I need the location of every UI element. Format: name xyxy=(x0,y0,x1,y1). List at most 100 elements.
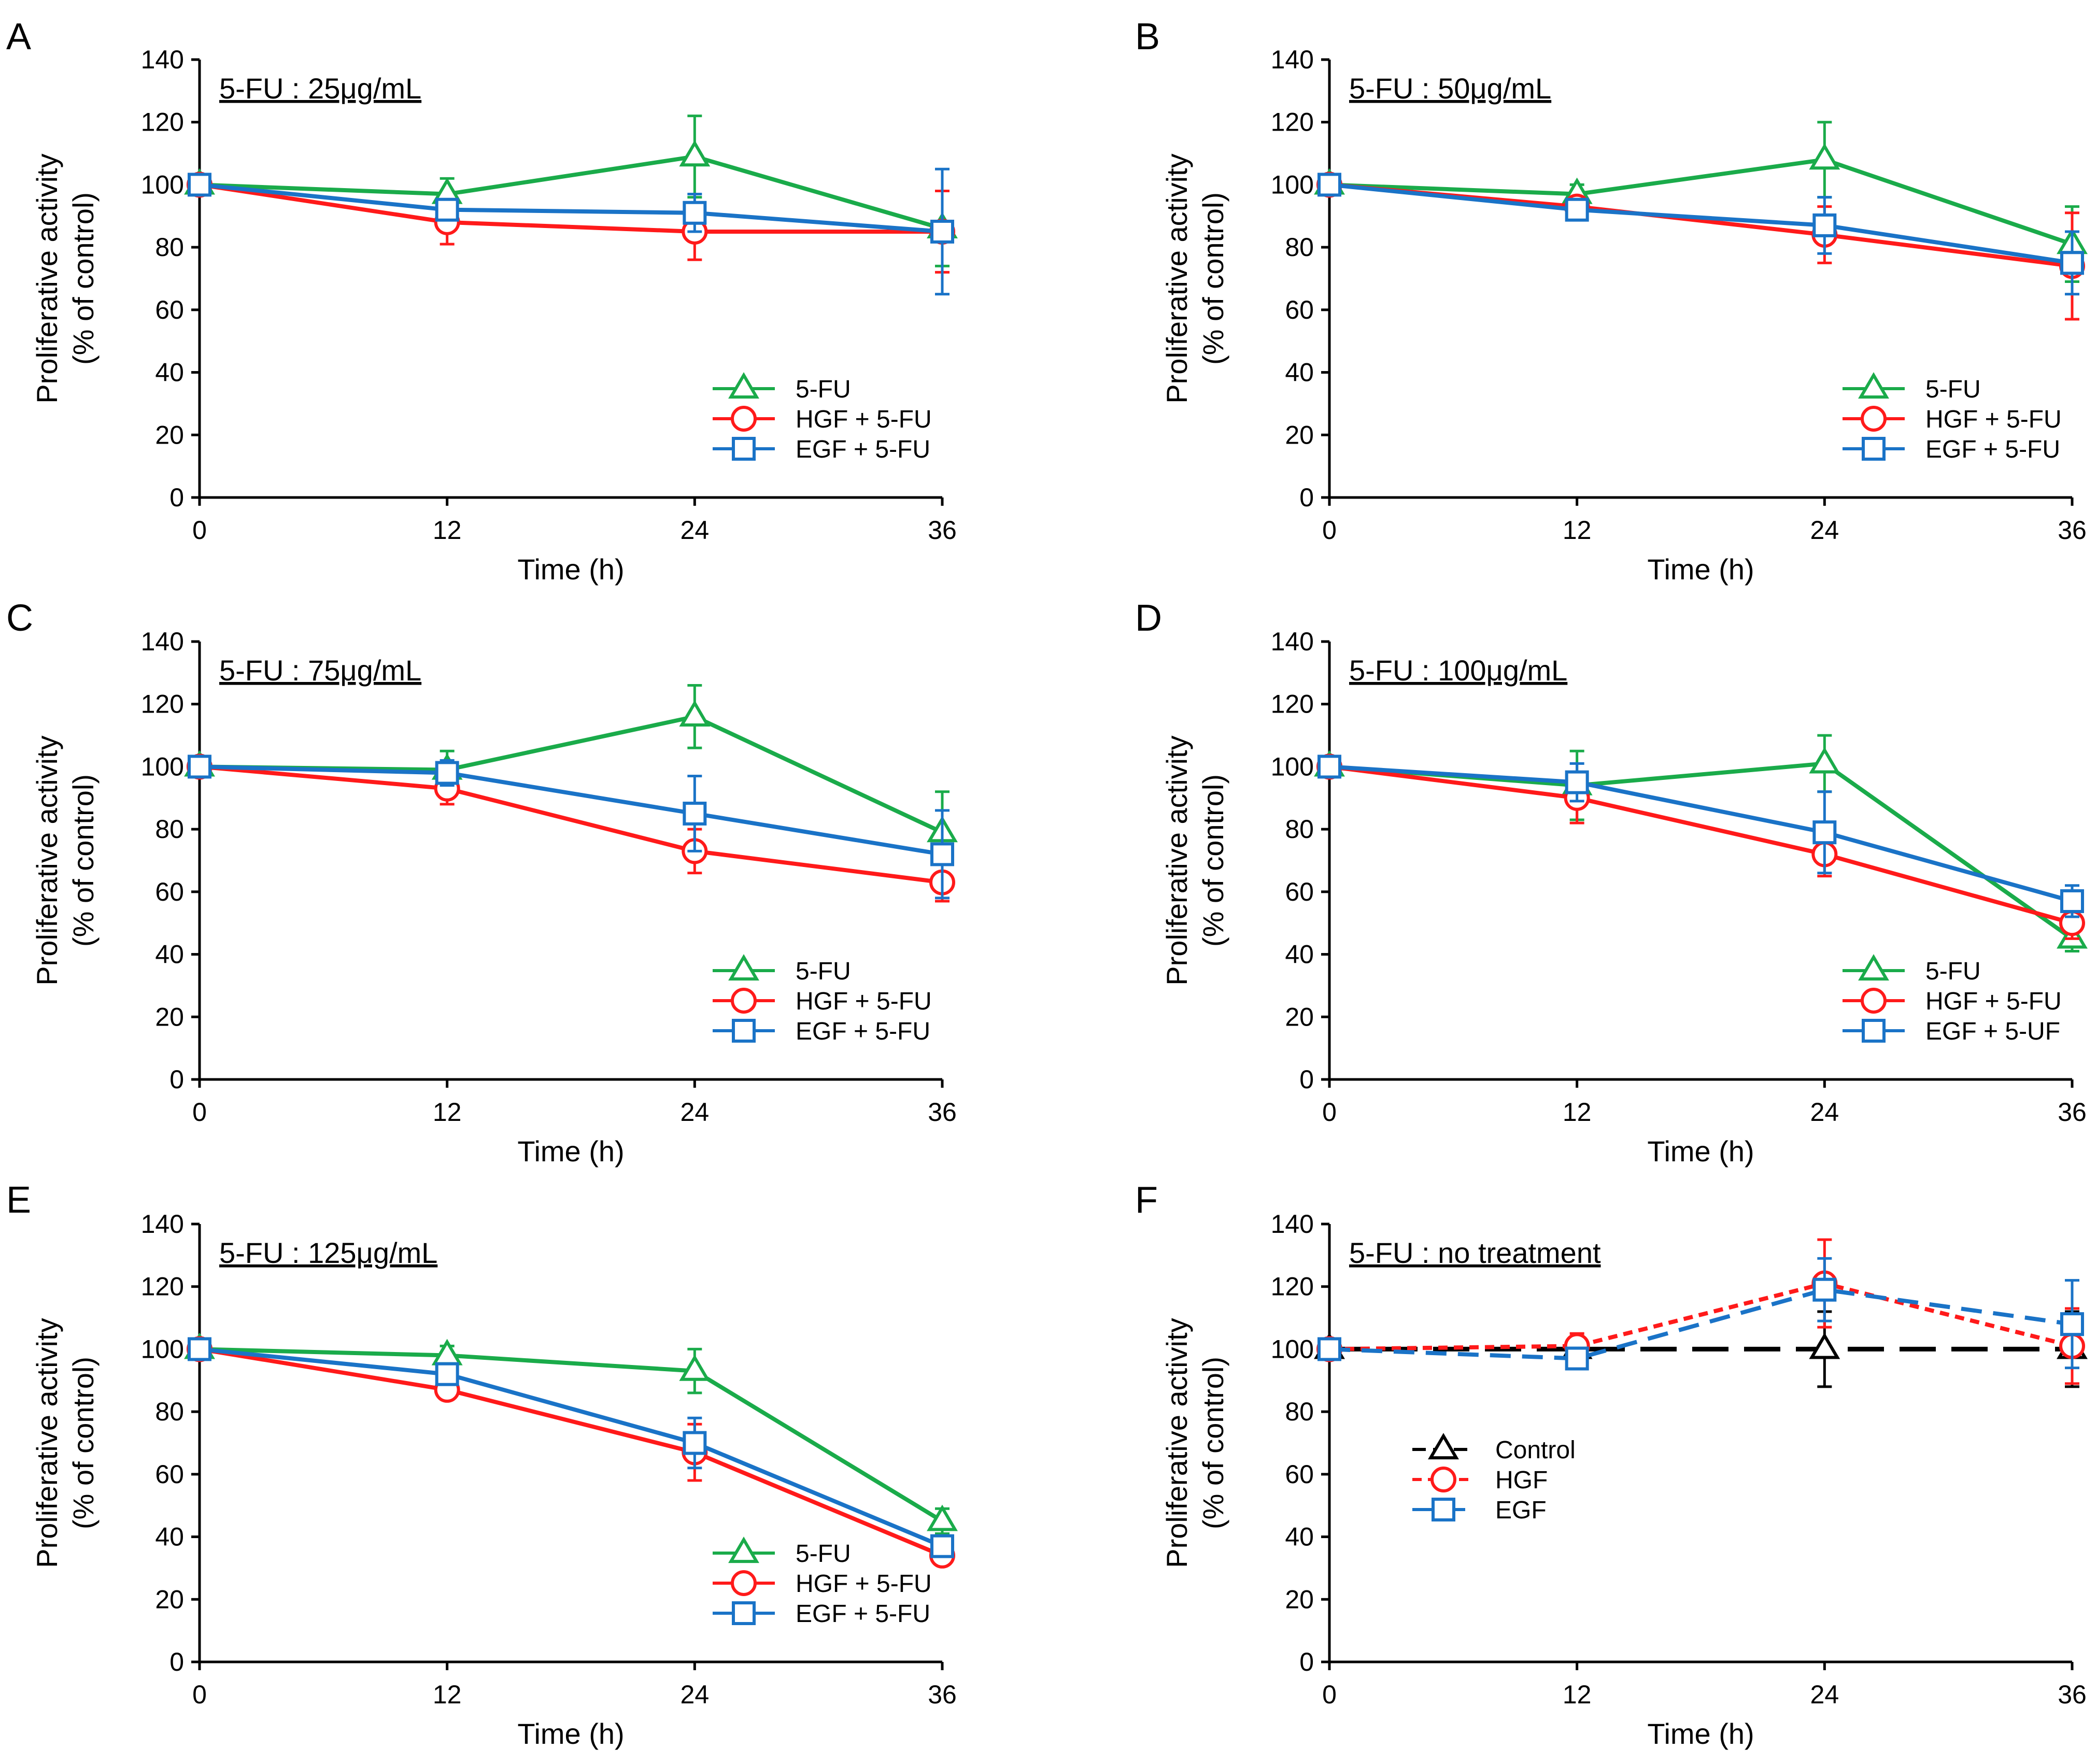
x-axis-title: Time (h) xyxy=(517,1717,624,1750)
y-axis-title: Proliferative activity xyxy=(1160,1318,1193,1568)
data-point xyxy=(1317,173,1341,197)
y-tick-label: 0 xyxy=(169,1647,184,1676)
series-5-fu xyxy=(1314,121,2088,283)
series-line xyxy=(1329,764,2073,903)
series-line xyxy=(199,764,943,857)
x-tick-label: 24 xyxy=(1810,516,1839,545)
legend-marker xyxy=(1862,437,1886,461)
data-point xyxy=(435,197,459,222)
data-point xyxy=(930,219,954,244)
legend-label: EGF + 5-FU xyxy=(1925,436,2060,463)
panel-letter: C xyxy=(6,598,33,639)
y-tick-label: 80 xyxy=(155,1397,184,1426)
panel-letter: A xyxy=(6,16,31,58)
y-tick-label: 100 xyxy=(1271,170,1314,199)
y-tick-label: 80 xyxy=(1285,1397,1314,1426)
chart-panel-e: E 0 20 40 60 80 100 120 140 0 12 24 36 Time (h) Prolif… xyxy=(6,1179,958,1750)
legend-label: EGF + 5-FU xyxy=(796,1018,930,1045)
legend-marker xyxy=(731,988,757,1014)
legend-marker xyxy=(732,437,756,461)
data-point xyxy=(927,1504,958,1531)
x-tick-label: 36 xyxy=(2058,516,2087,545)
legend-label: 5-FU xyxy=(796,376,851,403)
series-hgf-5-fu xyxy=(187,753,955,903)
x-tick-label: 36 xyxy=(928,1098,957,1127)
y-axis-subtitle: (% of control) xyxy=(67,192,100,365)
y-axis-title: Proliferative activity xyxy=(31,1318,63,1568)
legend-marker xyxy=(728,372,759,399)
legend-marker xyxy=(732,1019,756,1043)
legend-label: HGF + 5-FU xyxy=(1925,406,2062,433)
y-tick-label: 60 xyxy=(1285,295,1314,324)
y-tick-label: 60 xyxy=(155,1460,184,1489)
y-tick-label: 20 xyxy=(1285,420,1314,449)
y-axis-title: Proliferative activity xyxy=(31,153,63,403)
legend-label: EGF + 5-UF xyxy=(1925,1018,2060,1045)
y-tick-label: 20 xyxy=(1285,1585,1314,1614)
legend: Control HGF EGF xyxy=(1412,1433,1576,1524)
series-5-fu xyxy=(184,684,958,875)
y-tick-label: 100 xyxy=(141,170,184,199)
x-tick-label: 12 xyxy=(1563,516,1592,545)
legend-label: EGF + 5-FU xyxy=(796,1600,930,1628)
chart-panel-d: D 0 20 40 60 80 100 120 140 0 12 24 36 Time (h) Prolif… xyxy=(1135,598,2088,1168)
legend-label: EGF + 5-FU xyxy=(796,436,930,463)
x-tick-label: 24 xyxy=(1810,1680,1839,1709)
y-tick-label: 120 xyxy=(141,1272,184,1301)
series-line xyxy=(1329,1287,2073,1361)
data-point xyxy=(435,1362,459,1386)
y-tick-label: 40 xyxy=(1285,1523,1314,1552)
y-tick-label: 120 xyxy=(1271,108,1314,137)
x-axis-title: Time (h) xyxy=(1647,1717,1754,1750)
x-tick-label: 36 xyxy=(2058,1680,2087,1709)
series-line xyxy=(199,1347,943,1548)
data-point xyxy=(2060,889,2084,913)
data-point xyxy=(2060,1312,2084,1336)
series-egf-5-fu xyxy=(188,1337,954,1558)
y-tick-label: 60 xyxy=(1285,877,1314,906)
series-line xyxy=(1329,761,2074,941)
series-line xyxy=(199,154,943,231)
y-tick-label: 140 xyxy=(1271,45,1314,74)
x-tick-label: 0 xyxy=(1322,1680,1337,1709)
legend-marker xyxy=(1430,1467,1456,1492)
y-tick-label: 120 xyxy=(141,108,184,137)
legend: 5-FU HGF + 5-FU EGF + 5-FU xyxy=(713,954,932,1045)
y-tick-label: 20 xyxy=(155,420,184,449)
series-egf xyxy=(1317,1257,2084,1371)
data-point xyxy=(188,1337,211,1361)
legend-label: HGF + 5-FU xyxy=(796,988,932,1015)
data-point xyxy=(1809,747,1840,774)
data-point xyxy=(930,842,954,866)
y-axis-title: Proliferative activity xyxy=(1160,735,1193,985)
y-tick-label: 140 xyxy=(141,1210,184,1239)
x-tick-label: 24 xyxy=(681,1098,710,1127)
legend-label: EGF xyxy=(1495,1497,1547,1524)
legend-marker xyxy=(728,1537,759,1563)
y-tick-label: 0 xyxy=(169,483,184,512)
x-tick-label: 0 xyxy=(1322,516,1337,545)
series-egf-5-fu xyxy=(1317,173,2084,296)
legend-label: 5-FU xyxy=(796,958,851,985)
series-line xyxy=(1329,1281,2073,1352)
y-tick-label: 140 xyxy=(1271,627,1314,656)
y-tick-label: 0 xyxy=(1299,483,1314,512)
panel-letter: F xyxy=(1135,1179,1158,1221)
chart-panel-c: C 0 20 40 60 80 100 120 140 0 12 24 36 Time (h) Prolif… xyxy=(6,598,958,1168)
y-tick-label: 120 xyxy=(141,690,184,719)
y-tick-label: 100 xyxy=(141,1334,184,1363)
x-tick-label: 24 xyxy=(681,516,710,545)
data-point xyxy=(431,1339,463,1365)
legend-marker xyxy=(1861,406,1887,432)
panel-title: 5-FU : 100μg/mL xyxy=(1349,654,1567,687)
legend-marker xyxy=(1861,988,1887,1014)
y-axis-title: Proliferative activity xyxy=(31,735,63,985)
data-point xyxy=(188,755,211,779)
data-point xyxy=(1565,197,1589,222)
legend-marker xyxy=(731,406,757,432)
panel-title: 5-FU : no treatment xyxy=(1349,1236,1601,1269)
panel-letter: D xyxy=(1135,598,1162,639)
series-line xyxy=(199,182,943,234)
legend-label: HGF xyxy=(1495,1467,1548,1494)
y-tick-label: 100 xyxy=(1271,1334,1314,1363)
